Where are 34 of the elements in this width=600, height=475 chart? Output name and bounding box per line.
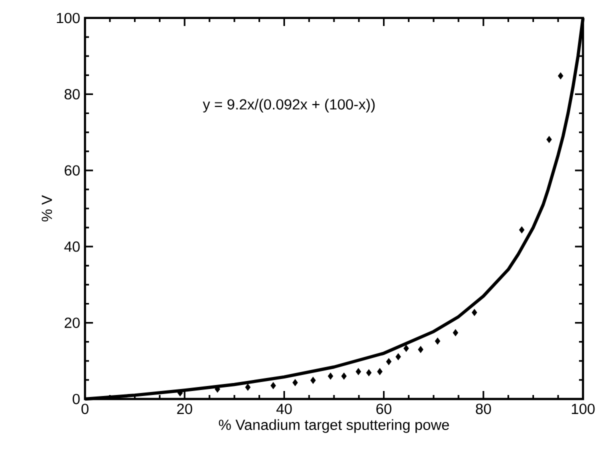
- y-tick-label: 60: [64, 165, 80, 176]
- point: [396, 353, 401, 360]
- x-axis-title: % Vanadium target sputtering powe: [218, 419, 449, 433]
- point: [341, 372, 347, 380]
- point: [366, 369, 372, 376]
- x-tick-label: 40: [276, 404, 292, 414]
- y-tick-label: 20: [64, 318, 80, 328]
- point: [472, 309, 478, 316]
- y-tick-label: 80: [64, 89, 80, 100]
- annotation: y = 9.2x/(0.092x + (100-x)): [202, 98, 375, 112]
- point: [434, 338, 440, 345]
- y-tick-label: 0: [72, 394, 80, 404]
- point: [292, 379, 298, 386]
- point: [404, 344, 409, 352]
- point: [519, 226, 524, 234]
- point: [356, 368, 362, 376]
- point: [328, 372, 334, 380]
- point: [452, 329, 458, 336]
- point: [377, 368, 382, 376]
- point: [546, 136, 552, 144]
- x-tick-label: 80: [476, 404, 491, 414]
- point: [310, 376, 316, 384]
- point: [270, 382, 276, 390]
- y-axis-title: % V: [42, 195, 52, 222]
- point: [558, 72, 564, 80]
- x-tick-label: 0: [81, 404, 88, 414]
- x-tick-label: 60: [376, 404, 392, 414]
- y-tick-label: 100: [56, 12, 80, 24]
- point: [386, 358, 392, 366]
- x-tick-label: 100: [572, 404, 595, 414]
- y-tick-label: 40: [64, 241, 80, 252]
- point: [245, 384, 251, 391]
- point: [418, 346, 424, 353]
- x-tick-label: 20: [177, 404, 192, 414]
